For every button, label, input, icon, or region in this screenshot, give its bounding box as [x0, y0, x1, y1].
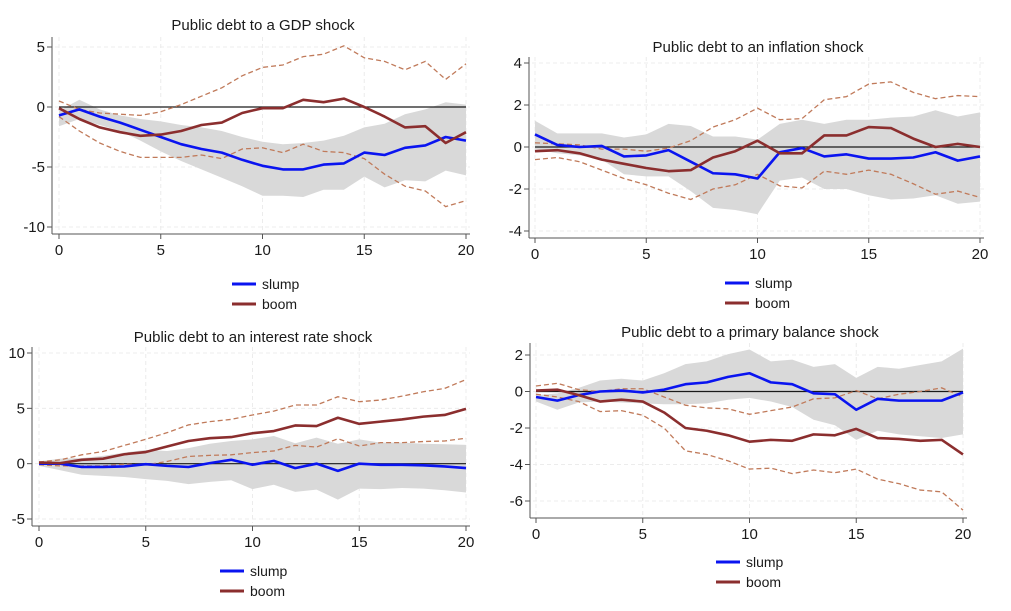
chart-title: Public debt to a GDP shock — [171, 17, 355, 34]
chart-panel-3: 0 5 10 15 20 10 5 0 -5 Public debt to an interest… — [8, 329, 474, 599]
chart-legend: slump boom — [220, 563, 288, 599]
y-tick-label: 0 — [37, 99, 45, 116]
boom-ci-lower-line — [58, 116, 467, 208]
x-tick-label: 5 — [639, 526, 647, 543]
y-tick-label: -4 — [509, 223, 522, 240]
x-tick-label: 15 — [351, 534, 368, 551]
legend-label-boom: boom — [755, 295, 790, 311]
y-tick-label: 0 — [17, 456, 25, 473]
x-tick-label: 15 — [356, 242, 373, 259]
y-tick-label: 5 — [37, 39, 45, 56]
chart-title: Public debt to a primary balance shock — [621, 324, 879, 341]
x-tick-label: 0 — [532, 526, 540, 543]
y-tick-label: 2 — [515, 347, 523, 364]
legend-label-slump: slump — [262, 276, 300, 292]
x-tick-label: 5 — [142, 534, 150, 551]
y-tick-label: 5 — [17, 400, 25, 417]
y-tick-label: -4 — [510, 457, 523, 474]
legend-label-boom: boom — [250, 583, 285, 599]
y-tick-label: -6 — [510, 493, 523, 510]
slump-series-line — [58, 108, 467, 171]
boom-ci-lower-line — [535, 393, 964, 511]
chart-panel-1: 0 5 10 15 20 5 0 -5 -10 Public debt to a GDP shoc… — [23, 17, 474, 312]
x-tick-label: 10 — [254, 242, 271, 259]
slump-series-line — [534, 133, 981, 180]
x-tick-label: 20 — [972, 246, 989, 263]
x-tick-label: 15 — [860, 246, 877, 263]
boom-ci-lower-line — [38, 437, 467, 467]
x-tick-label: 10 — [749, 246, 766, 263]
x-tick-label: 15 — [848, 526, 865, 543]
boom-series-line — [534, 125, 981, 173]
x-tick-label: 20 — [458, 242, 475, 259]
x-tick-label: 20 — [955, 526, 972, 543]
x-tick-label: 5 — [157, 242, 165, 259]
y-tick-label: 0 — [514, 139, 522, 156]
x-tick-label: 10 — [741, 526, 758, 543]
legend-label-boom: boom — [262, 296, 297, 312]
chart-title: Public debt to an inflation shock — [653, 39, 864, 56]
y-tick-label: 2 — [514, 97, 522, 114]
chart-title: Public debt to an interest rate shock — [134, 329, 373, 346]
x-tick-label: 0 — [55, 242, 63, 259]
y-tick-label: 10 — [8, 345, 25, 362]
y-tick-label: -5 — [32, 159, 45, 176]
boom-ci-upper-line — [38, 378, 467, 463]
legend-label-slump: slump — [250, 563, 288, 579]
x-tick-label: 10 — [244, 534, 261, 551]
y-tick-label: -2 — [509, 181, 522, 198]
x-tick-label: 20 — [458, 534, 475, 551]
y-tick-label: 0 — [515, 384, 523, 401]
y-tick-label: -2 — [510, 420, 523, 437]
slump-confidence-band — [536, 348, 963, 440]
legend-label-slump: slump — [755, 275, 793, 291]
slump-series-line — [535, 371, 964, 412]
y-tick-label: -10 — [23, 219, 45, 236]
chart-legend: slump boom — [716, 554, 784, 590]
x-tick-label: 0 — [35, 534, 43, 551]
x-tick-label: 5 — [642, 246, 650, 263]
chart-legend: slump boom — [725, 275, 793, 311]
slump-series-line — [39, 458, 467, 473]
legend-label-boom: boom — [746, 574, 781, 590]
boom-series-line — [58, 97, 467, 145]
y-tick-label: -5 — [12, 511, 25, 528]
boom-series-line — [535, 388, 964, 456]
legend-label-slump: slump — [746, 554, 784, 570]
y-tick-label: 4 — [514, 55, 522, 72]
x-tick-label: 0 — [531, 246, 539, 263]
slump-confidence-band — [535, 110, 980, 215]
boom-ci-lower-line — [534, 156, 981, 201]
chart-legend: slump boom — [232, 276, 300, 312]
boom-series-line — [38, 407, 467, 465]
